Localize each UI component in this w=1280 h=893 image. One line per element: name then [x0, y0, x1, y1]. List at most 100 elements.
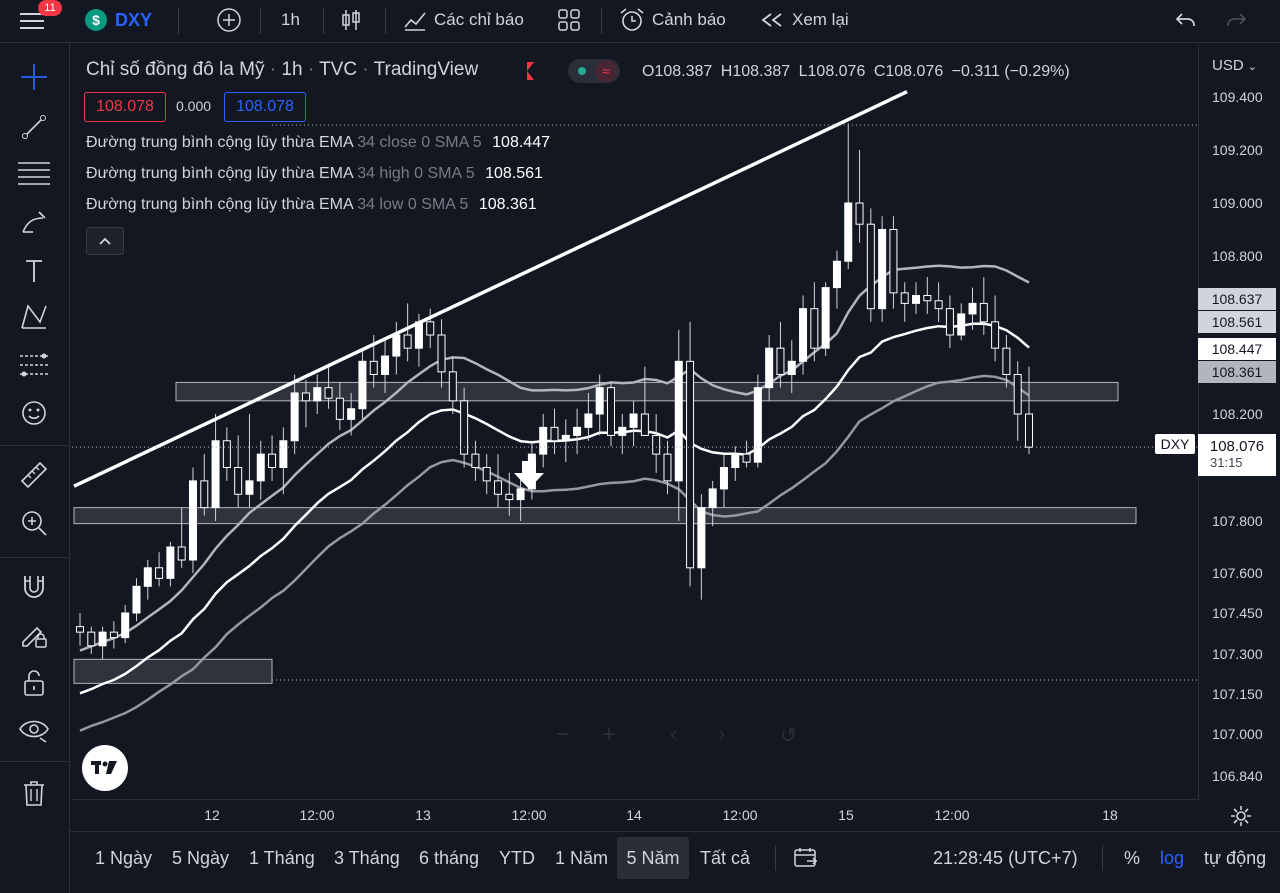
support-resistance-zone[interactable] — [73, 658, 273, 684]
fib-lines-icon — [18, 162, 50, 185]
redo-button[interactable] — [1224, 0, 1248, 40]
support-resistance-zone[interactable] — [175, 381, 1119, 402]
chart-type-button[interactable] — [340, 0, 362, 40]
flag-icon[interactable] — [527, 62, 534, 80]
percent-toggle[interactable]: % — [1124, 847, 1141, 868]
lock-drawing-tool[interactable] — [16, 617, 52, 653]
zoom-out-nav-button[interactable]: − — [556, 721, 571, 748]
time-axis-label: 12:00 — [722, 807, 758, 823]
candle-body — [482, 467, 491, 482]
delete-tool[interactable] — [16, 775, 52, 811]
log-toggle[interactable]: log — [1160, 847, 1185, 868]
range-5d[interactable]: 5 Ngày — [172, 847, 230, 868]
candle-body — [584, 413, 593, 428]
candle-body — [753, 387, 762, 463]
divider — [260, 8, 261, 34]
time-axis[interactable] — [72, 799, 1198, 832]
trendline-tool[interactable] — [16, 109, 52, 145]
ema-low-line[interactable] — [79, 374, 1030, 732]
candle-body — [448, 371, 457, 402]
range-5y-active[interactable]: 5 Năm — [617, 837, 689, 879]
time-axis-label: 12 — [204, 807, 220, 823]
divider — [0, 445, 69, 446]
indicator-legend-low[interactable]: Đường trung bình cộng lũy thừa EMA 34 lo… — [86, 196, 537, 213]
menu-button[interactable] — [18, 0, 46, 40]
currency-selector[interactable]: USD ⌄ — [1212, 57, 1258, 74]
divider — [1102, 845, 1103, 871]
measure-tool[interactable] — [16, 457, 52, 493]
collapse-legend-button[interactable] — [86, 227, 124, 255]
compare-button[interactable] — [216, 0, 242, 40]
emoji-tool[interactable] — [16, 395, 52, 431]
replay-button[interactable]: Xem lại — [760, 0, 849, 40]
legend-title[interactable]: Chỉ số đồng đô la Mỹ — [86, 59, 265, 80]
market-status[interactable]: ≈ — [568, 59, 620, 83]
chart-settings-button[interactable] — [1229, 804, 1253, 828]
undo-button[interactable] — [1174, 0, 1198, 40]
text-tool[interactable] — [16, 253, 52, 289]
price-axis-label: 107.300 — [1212, 646, 1263, 662]
chevron-down-icon: ⌄ — [1247, 61, 1258, 73]
interval-button[interactable]: 1h — [281, 0, 300, 40]
candle-body — [878, 229, 887, 310]
scroll-left-nav-button[interactable]: ‹ — [670, 721, 678, 746]
reset-nav-button[interactable]: ↺ — [780, 725, 797, 747]
tv-logo-icon — [91, 761, 117, 774]
indicator-legend-close[interactable]: Đường trung bình cộng lũy thừa EMA 34 cl… — [86, 134, 550, 151]
indicators-icon — [404, 12, 426, 31]
auto-toggle[interactable]: tự động — [1204, 847, 1267, 868]
trendline-drawing[interactable] — [73, 90, 908, 488]
range-1y[interactable]: 1 Năm — [555, 847, 609, 868]
range-1m[interactable]: 1 Tháng — [249, 847, 315, 868]
indicator-legend-high[interactable]: Đường trung bình cộng lũy thừa EMA 34 hi… — [86, 165, 543, 182]
candle-body — [516, 488, 525, 501]
range-3m[interactable]: 3 Tháng — [334, 847, 400, 868]
pencil-lock-icon — [22, 626, 47, 648]
candle-body — [708, 488, 717, 509]
magnet-icon — [24, 576, 44, 598]
clock-timezone[interactable]: 21:28:45 (UTC+7) — [933, 847, 1078, 868]
symbol-search[interactable]: $ DXY — [85, 0, 152, 40]
magnet-tool[interactable] — [16, 569, 52, 605]
price-axis-label: 107.600 — [1212, 565, 1263, 581]
brush-tool[interactable] — [16, 205, 52, 241]
price-axis-label: 107.450 — [1212, 605, 1263, 621]
time-axis-label: 13 — [415, 807, 431, 823]
chart-pane[interactable]: Chỉ số đồng đô la Mỹ · 1h · TVC · Tradin… — [72, 45, 1280, 801]
candle-body — [912, 295, 921, 304]
candle-body — [200, 480, 209, 509]
dollar-icon: $ — [85, 9, 107, 31]
candle-body — [855, 202, 864, 225]
hide-drawings-tool[interactable] — [16, 711, 52, 747]
pattern-tool[interactable] — [16, 299, 52, 335]
support-resistance-zone[interactable] — [73, 507, 1137, 525]
forecast-tool[interactable] — [16, 347, 52, 383]
ema-high-line[interactable] — [79, 264, 1030, 652]
crosshair-tool[interactable] — [16, 59, 52, 95]
layouts-button[interactable] — [557, 0, 581, 40]
candle-body — [1002, 347, 1011, 375]
price-axis[interactable] — [1198, 45, 1280, 801]
divider — [323, 8, 324, 34]
zoom-in-nav-button[interactable]: + — [602, 721, 617, 748]
fib-tool[interactable] — [16, 155, 52, 191]
alerts-button[interactable]: Cảnh báo — [618, 0, 726, 40]
range-ytd[interactable]: YTD — [499, 847, 535, 868]
price-axis-label: 109.000 — [1212, 195, 1263, 211]
range-1d[interactable]: 1 Ngày — [95, 847, 153, 868]
bottom-bar-border — [70, 831, 1280, 832]
lock-all-tool[interactable] — [16, 665, 52, 701]
zoom-in-tool[interactable] — [16, 505, 52, 541]
range-all[interactable]: Tất cả — [700, 847, 751, 868]
price-chart[interactable] — [72, 45, 1280, 801]
sell-price-box[interactable]: 108.078 — [84, 92, 166, 122]
range-6m[interactable]: 6 tháng — [419, 847, 480, 868]
indicators-button[interactable]: Các chỉ báo — [402, 0, 524, 40]
indicators-label: Các chỉ báo — [434, 10, 524, 29]
goto-date-button[interactable] — [793, 833, 819, 883]
buy-price-box[interactable]: 108.078 — [224, 92, 306, 122]
time-axis-label: 15 — [838, 807, 854, 823]
price-axis-label: 109.200 — [1212, 142, 1263, 158]
tradingview-logo[interactable] — [82, 745, 128, 791]
scroll-right-nav-button[interactable]: › — [718, 721, 726, 746]
